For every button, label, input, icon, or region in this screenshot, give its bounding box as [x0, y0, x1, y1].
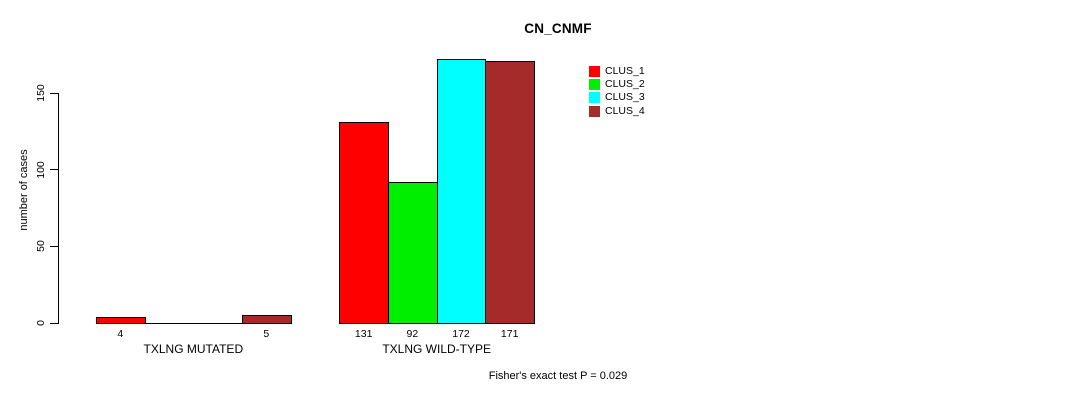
legend-swatch-icon [589, 105, 600, 117]
y-axis-tick [50, 169, 58, 171]
legend-item-clus_4: CLUS_4 [589, 104, 645, 117]
chart-title: CN_CNMF [524, 21, 592, 36]
y-axis-tick-label: 50 [35, 240, 47, 253]
bar-clus_4-1 [242, 315, 292, 324]
legend-label: CLUS_2 [605, 77, 645, 90]
bar-clus_4-2 [485, 60, 536, 324]
y-axis-tick [50, 245, 58, 247]
legend-label: CLUS_1 [605, 64, 645, 77]
legend-item-clus_1: CLUS_1 [589, 64, 645, 77]
bar-clus_2-1-zero [144, 323, 195, 324]
bar-value-label: 4 [117, 328, 124, 340]
y-axis-line [58, 93, 59, 324]
legend-label: CLUS_4 [605, 104, 645, 117]
y-axis-tick-label: 100 [35, 160, 47, 179]
y-axis-tick-label: 0 [35, 320, 47, 326]
bar-value-label: 92 [406, 328, 419, 340]
bar-clus_1-1 [96, 316, 146, 324]
bar-clus_3-2 [436, 59, 487, 324]
bar-clus_3-1-zero [193, 323, 243, 324]
fisher-test-annotation: Fisher's exact test P = 0.029 [488, 370, 628, 382]
category-label: TXLNG MUTATED [143, 342, 244, 356]
bar-value-label: 171 [500, 328, 519, 340]
y-axis-title: number of cases [18, 149, 30, 231]
y-axis-tick [50, 322, 58, 324]
legend-swatch-icon [589, 65, 600, 77]
legend-label: CLUS_3 [605, 91, 645, 104]
legend-swatch-icon [589, 92, 600, 104]
legend-item-clus_2: CLUS_2 [589, 77, 645, 90]
bar-clus_2-2 [388, 181, 438, 324]
bar-value-label: 5 [263, 328, 270, 340]
bar-clus_1-2 [339, 122, 389, 324]
category-label: TXLNG WILD-TYPE [382, 342, 492, 356]
bar-value-label: 172 [452, 328, 470, 340]
y-axis-tick [50, 92, 58, 94]
legend-item-clus_3: CLUS_3 [589, 91, 645, 104]
y-axis-tick-label: 150 [35, 84, 47, 102]
legend-swatch-icon [589, 78, 600, 90]
bar-value-label: 131 [354, 328, 373, 340]
